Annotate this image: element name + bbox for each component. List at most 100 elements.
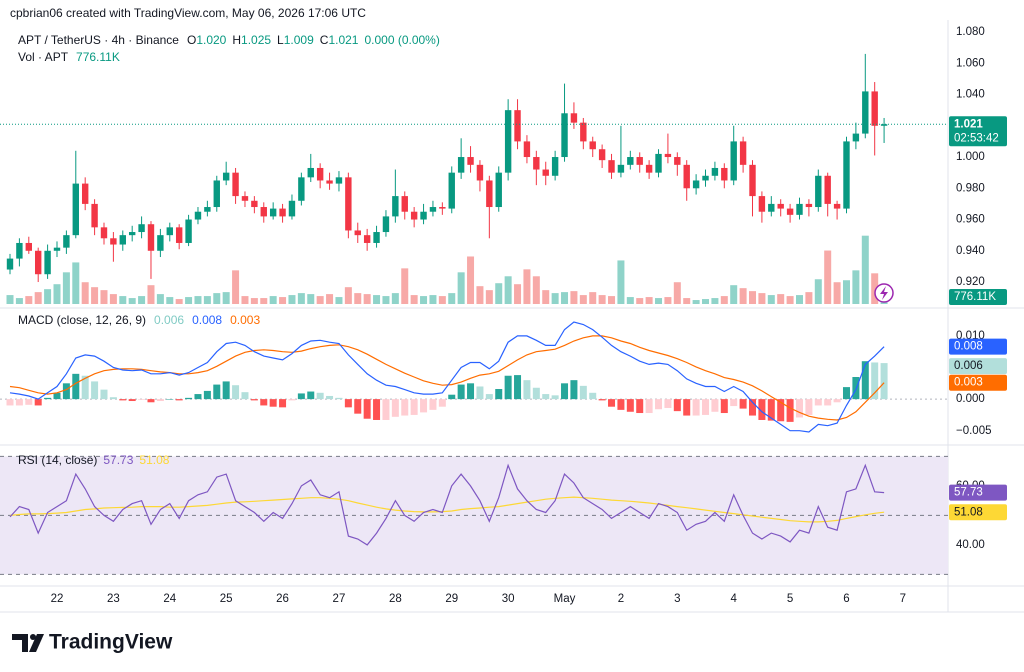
- candle-body: [852, 133, 860, 142]
- histogram-bar: [279, 399, 287, 408]
- candle-body: [730, 141, 737, 181]
- candle-body: [617, 164, 625, 173]
- volume-bar: [25, 296, 33, 304]
- volume-bar: [664, 297, 672, 304]
- y-tick-label: 0.980: [956, 182, 985, 194]
- volume-bar: [495, 283, 503, 304]
- candle-body: [721, 167, 728, 181]
- volume-bar: [570, 291, 578, 304]
- histogram-bar: [62, 383, 70, 400]
- histogram-bar: [476, 386, 484, 400]
- x-tick-label: 25: [220, 593, 233, 605]
- candle-body: [335, 177, 343, 184]
- volume-bar: [589, 292, 597, 304]
- volume-bar: [805, 292, 813, 304]
- histogram-bar: [730, 399, 738, 407]
- candle-body: [222, 172, 230, 181]
- histogram-bar: [138, 399, 146, 400]
- volume-value: 776.11K: [76, 50, 120, 64]
- volume-bar: [617, 260, 625, 304]
- volume-bar: [655, 298, 663, 304]
- histogram-bar: [72, 373, 80, 400]
- symbol: APT / TetherUS · 4h · Binance: [18, 33, 179, 47]
- volume-bar: [561, 292, 569, 304]
- candle-body: [598, 149, 606, 161]
- candle-body: [138, 224, 145, 233]
- volume-bar: [382, 296, 390, 304]
- candle-body: [354, 230, 361, 236]
- candle-body: [213, 180, 220, 208]
- histogram-bar: [429, 399, 437, 410]
- histogram-bar: [561, 383, 569, 400]
- volume-bar: [673, 282, 681, 304]
- histogram-bar: [438, 399, 446, 407]
- candle-body: [44, 250, 51, 275]
- volume-label: 776.11K: [954, 291, 996, 303]
- candle-body: [316, 167, 324, 181]
- icon-bolt: [880, 286, 888, 300]
- candle-body: [363, 235, 371, 243]
- volume-bar: [758, 293, 766, 304]
- last-price-box: [949, 116, 1007, 147]
- candle-body: [711, 167, 719, 176]
- candle-body: [824, 175, 831, 204]
- volume-bar: [203, 296, 211, 304]
- rsi-label-box: [949, 484, 1007, 501]
- candle-body: [636, 157, 643, 165]
- candle-body: [298, 177, 305, 201]
- candle-body: [16, 242, 23, 259]
- ohlc-value: 1.020: [196, 33, 226, 47]
- volume-bar: [636, 298, 644, 304]
- candle-body: [655, 153, 662, 173]
- histogram-bar: [260, 399, 268, 406]
- histogram-bar: [824, 399, 832, 406]
- y-tick-label: 1.000: [956, 151, 985, 163]
- volume-bar: [147, 285, 155, 304]
- marks: 22 23 24 25 26 27 28 29 30 May 2 3 4 5 6 71.0801.0601.0…: [0, 26, 1007, 605]
- histogram-bar: [767, 399, 775, 421]
- volume-bar: [269, 296, 277, 304]
- volume-bar: [814, 279, 822, 304]
- volume-bar: [608, 296, 616, 304]
- candle-body: [81, 183, 89, 204]
- histogram-bar: [420, 399, 428, 413]
- y-tick-label: 0.920: [956, 276, 985, 288]
- volume-bar: [288, 295, 296, 304]
- candle-body: [194, 211, 202, 220]
- histogram-bar: [795, 399, 803, 418]
- candle-body: [279, 208, 286, 217]
- volume-bar: [279, 297, 287, 304]
- logo-mark: [12, 634, 28, 652]
- volume-bar: [579, 295, 587, 304]
- candle-body: [100, 227, 108, 239]
- histogram-bar: [307, 391, 315, 400]
- histogram-bar: [504, 375, 512, 400]
- candle-body: [429, 207, 437, 212]
- volume-bar: [194, 296, 202, 304]
- histogram-label: 0.006: [954, 360, 983, 372]
- candle-body: [570, 113, 578, 123]
- ohlc-label: L: [277, 33, 284, 47]
- candle-body: [269, 208, 277, 217]
- histogram-bar: [720, 399, 728, 414]
- histogram-bar: [326, 395, 334, 400]
- macd-label-box: [949, 338, 1007, 355]
- candle-body: [476, 164, 484, 181]
- histogram-bar: [194, 394, 202, 400]
- histogram-bar: [608, 399, 616, 407]
- volume-bar: [457, 272, 465, 304]
- histogram-bar: [514, 375, 522, 400]
- histogram-bar: [805, 399, 813, 415]
- histogram-bar: [749, 399, 757, 416]
- candle-body: [91, 203, 98, 228]
- candle-body: [768, 203, 775, 212]
- candle-body: [739, 141, 747, 165]
- histogram-bar: [589, 392, 597, 400]
- histogram-bar: [551, 395, 559, 400]
- histogram-bar: [683, 399, 691, 416]
- candle-body: [63, 235, 70, 248]
- volume-bar: [100, 290, 108, 304]
- candle-body: [147, 224, 155, 251]
- y-tick-label: −0.005: [956, 425, 992, 437]
